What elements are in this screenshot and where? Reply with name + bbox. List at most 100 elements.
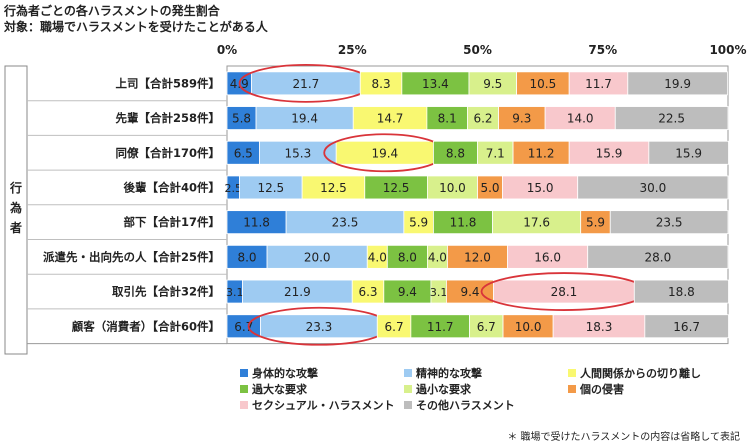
legend-swatch <box>568 369 576 377</box>
category-label: 派遣先・出向先の人【合計25件】 <box>43 250 220 264</box>
bar-segment <box>587 244 729 269</box>
data-label: 12.5 <box>383 181 410 195</box>
data-label: 7.1 <box>486 146 505 160</box>
data-label: 6.5 <box>234 146 253 160</box>
x-tick-label: 0% <box>217 43 237 57</box>
data-label: 9.4 <box>460 285 479 299</box>
data-label: 21.9 <box>284 285 311 299</box>
data-label: 20.0 <box>304 250 331 264</box>
data-label: 8.0 <box>398 250 417 264</box>
data-label: 5.0 <box>480 181 499 195</box>
data-label: 19.4 <box>371 146 398 160</box>
group-label-char: 行 <box>9 180 22 195</box>
legend-label: 過大な要求 <box>251 382 308 396</box>
legend-label: 人間関係からの切り離し <box>580 366 701 380</box>
x-tick-label: 100% <box>709 43 746 57</box>
legend-label: 過小な要求 <box>415 382 472 396</box>
chart-title: 行為者ごとの各ハラスメントの発生割合 <box>4 4 220 18</box>
data-label: 15.0 <box>527 181 554 195</box>
category-label: 顧客（消費者）【合計60件】 <box>72 319 220 333</box>
data-label: 4.0 <box>368 250 387 264</box>
data-label: 23.5 <box>332 216 359 230</box>
legend-label: 個の侵害 <box>579 382 624 396</box>
data-label: 11.7 <box>427 320 454 334</box>
bar-segment <box>627 71 728 96</box>
x-tick-label: 75% <box>588 43 617 57</box>
category-label: 同僚【合計170件】 <box>115 146 220 160</box>
data-label: 5.9 <box>586 216 605 230</box>
legend-swatch <box>240 401 248 409</box>
data-label: 8.1 <box>438 112 457 126</box>
data-label: 12.0 <box>464 250 491 264</box>
data-label: 18.3 <box>586 320 613 334</box>
data-label: 3.1 <box>430 286 448 299</box>
data-label: 28.0 <box>645 250 672 264</box>
data-label: 8.3 <box>372 77 391 91</box>
x-tick-label: 50% <box>463 43 492 57</box>
category-label: 先輩【合計258件】 <box>115 111 220 125</box>
data-label: 10.0 <box>439 181 466 195</box>
data-label: 19.4 <box>291 112 318 126</box>
data-label: 15.9 <box>596 146 623 160</box>
group-label-char: 為 <box>10 200 22 215</box>
bar-segment <box>633 279 729 304</box>
data-label: 10.0 <box>515 320 542 334</box>
data-label: 14.7 <box>377 112 404 126</box>
data-label: 5.8 <box>232 112 251 126</box>
data-label: 9.3 <box>512 112 531 126</box>
data-label: 9.4 <box>398 285 417 299</box>
data-label: 4.0 <box>428 250 447 264</box>
data-label: 6.7 <box>385 320 404 334</box>
data-label: 10.5 <box>530 77 557 91</box>
data-label: 18.8 <box>668 285 695 299</box>
category-label: 取引先【合計32件】 <box>112 285 220 299</box>
group-label-char: 者 <box>9 220 22 235</box>
data-label: 11.8 <box>450 216 477 230</box>
data-label: 16.0 <box>534 250 561 264</box>
data-label: 11.8 <box>243 216 270 230</box>
bar-segment <box>644 314 729 339</box>
legend-swatch <box>240 385 248 393</box>
bar-segment <box>577 175 729 200</box>
data-label: 6.3 <box>358 285 377 299</box>
bar-segment <box>648 140 729 165</box>
data-label: 15.3 <box>285 146 312 160</box>
data-label: 5.9 <box>409 216 428 230</box>
data-label: 14.0 <box>567 112 594 126</box>
data-label: 22.5 <box>658 112 685 126</box>
data-label: 8.8 <box>446 146 465 160</box>
data-label: 21.7 <box>293 77 320 91</box>
data-label: 28.1 <box>551 285 578 299</box>
data-label: 8.0 <box>237 250 256 264</box>
data-label: 23.3 <box>306 320 333 334</box>
data-label: 17.6 <box>523 216 550 230</box>
chart-subtitle: 対象：職場でハラスメントを受けたことがある人 <box>4 20 268 34</box>
legend-swatch <box>568 385 576 393</box>
data-label: 16.7 <box>673 320 700 334</box>
category-label: 部下【合計17件】 <box>123 215 220 229</box>
bar-segment <box>614 106 729 130</box>
footnote: ＊ 職場で受けたハラスメントの内容は省略して表記 <box>507 432 740 443</box>
legend-label: 精神的な攻撃 <box>416 366 482 380</box>
data-label: 12.5 <box>320 181 347 195</box>
data-label: 6.2 <box>473 112 492 126</box>
group-label-box <box>4 65 28 355</box>
x-tick-label: 25% <box>338 43 367 57</box>
legend-label: セクシュアル・ハラスメント <box>252 399 394 412</box>
legend-label: 身体的な攻撃 <box>252 366 318 380</box>
data-label: 30.0 <box>639 181 666 195</box>
legend-label: その他ハラスメント <box>416 398 515 412</box>
category-label: 後輩【合計40件】 <box>123 180 220 194</box>
bar-segment <box>609 210 729 235</box>
legend-swatch <box>404 401 412 409</box>
data-label: 19.9 <box>664 77 691 91</box>
data-label: 2.5 <box>225 182 243 195</box>
data-label: 3.1 <box>226 286 244 299</box>
data-label: 15.9 <box>675 146 702 160</box>
data-label: 11.7 <box>585 77 612 91</box>
category-label: 上司【合計589件】 <box>115 76 220 90</box>
legend-swatch <box>404 385 412 393</box>
data-label: 9.5 <box>483 77 502 91</box>
legend-swatch <box>404 369 412 377</box>
